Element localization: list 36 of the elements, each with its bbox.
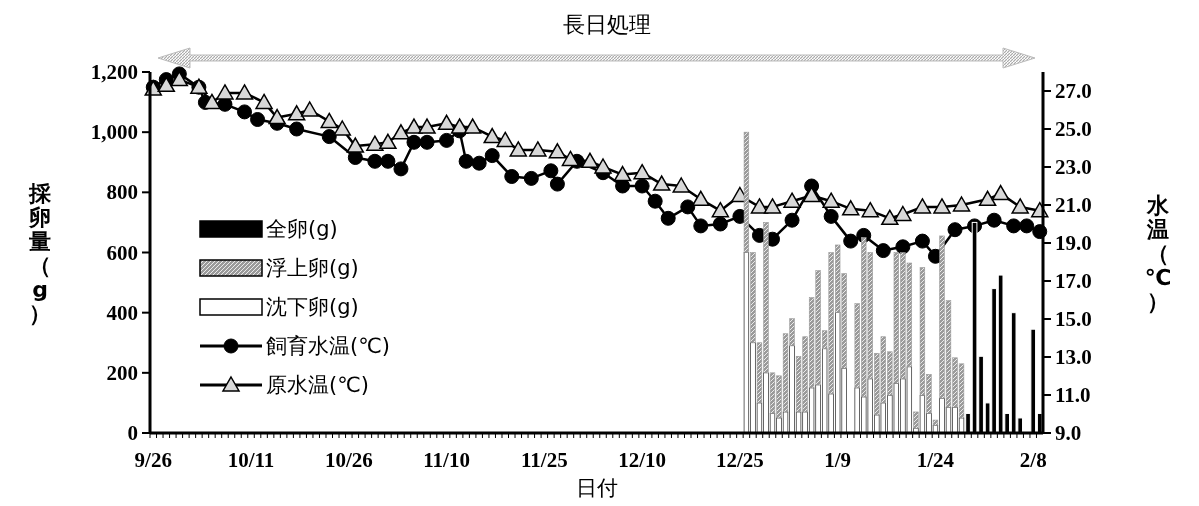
y2-axis-title: 水温（℃） xyxy=(1144,192,1172,313)
y-tick-label: 0 xyxy=(127,421,138,445)
x-tick-label: 1/24 xyxy=(916,448,955,472)
y2-tick-label: 19.0 xyxy=(1055,231,1092,255)
y-tick-label: 400 xyxy=(106,300,138,325)
x-tick-label: 10/11 xyxy=(227,448,275,472)
y2-tick-label: 17.0 xyxy=(1055,269,1092,293)
x-tick-label: 1/9 xyxy=(824,448,852,472)
x-tick-label: 9/26 xyxy=(134,448,172,472)
y2-tick-label: 9.0 xyxy=(1055,421,1082,445)
x-tick-label: 11/10 xyxy=(423,448,470,472)
y2-tick-label: 27.0 xyxy=(1055,79,1092,103)
x-tick-label: 11/25 xyxy=(521,448,568,472)
legend-label: 原水温(℃) xyxy=(266,373,369,397)
y2-tick-label: 15.0 xyxy=(1055,307,1092,331)
x-tick-label: 12/25 xyxy=(715,448,764,472)
y-tick-label: 600 xyxy=(106,240,138,265)
x-tick-label: 12/10 xyxy=(618,448,667,472)
legend-label: 浮上卵(g) xyxy=(266,256,359,280)
x-axis-title: 日付 xyxy=(575,476,618,500)
y-axis-title: 採卵量（g） xyxy=(28,180,52,325)
y2-tick-label: 11.0 xyxy=(1055,383,1091,407)
y2-tick-label: 21.0 xyxy=(1055,193,1092,217)
y-tick-label: 1,000 xyxy=(90,120,138,145)
y-tick-label: 800 xyxy=(106,180,138,205)
legend-label: 飼育水温(℃) xyxy=(266,334,390,358)
y-tick-label: 1,200 xyxy=(90,60,138,84)
x-tick-label: 2/8 xyxy=(1019,448,1047,472)
text: 長日処理 xyxy=(562,12,651,37)
y2-tick-label: 13.0 xyxy=(1055,345,1092,369)
y2-tick-label: 25.0 xyxy=(1055,117,1092,141)
y-tick-label: 200 xyxy=(106,360,138,385)
y2-tick-label: 23.0 xyxy=(1055,155,1092,179)
legend-label: 全卵(g) xyxy=(266,217,338,241)
legend-label: 沈下卵(g) xyxy=(266,295,359,319)
x-tick-label: 10/26 xyxy=(324,448,373,472)
